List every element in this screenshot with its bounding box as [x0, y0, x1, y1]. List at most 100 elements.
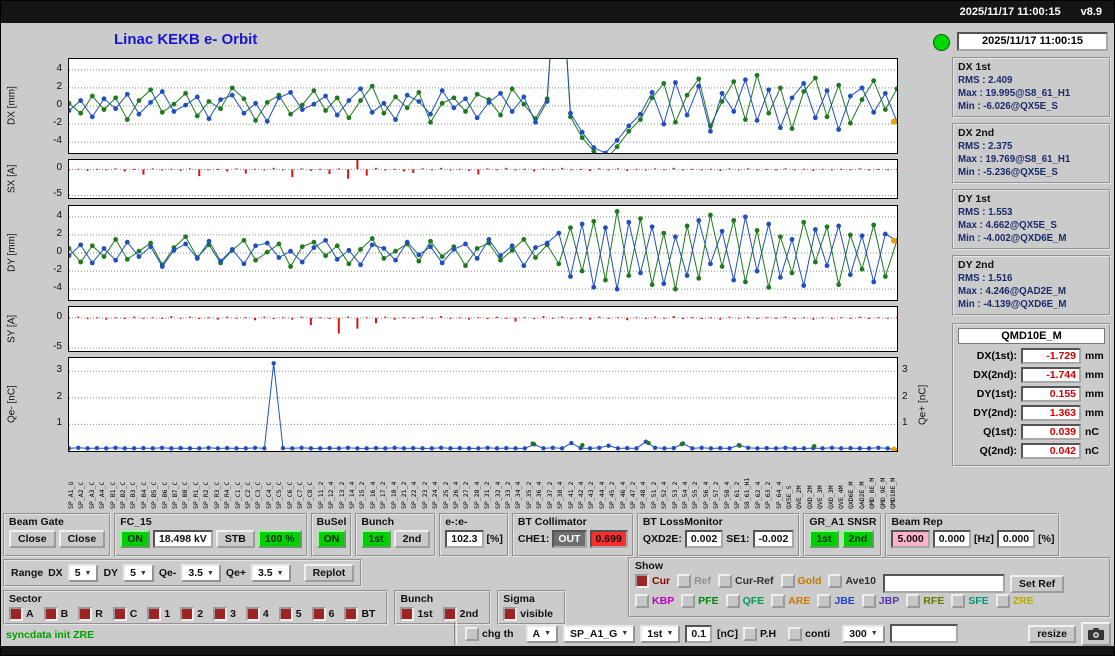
resize-button[interactable]: resize: [1028, 624, 1076, 643]
stat-min: Min : -6.026@QX5E_S: [958, 101, 1058, 112]
window-titlebar: 2025/11/17 11:00:15 v8.9: [1, 1, 1114, 23]
x-axis-tick-label: SP_27_2: [462, 481, 471, 509]
monitor-row-unit: mm: [1085, 369, 1104, 381]
beam-gate-close-button-1[interactable]: Close: [9, 530, 56, 548]
range-dy-select[interactable]: 5 ▼: [123, 564, 154, 582]
x-axis-tick-label: SP_26_4: [452, 481, 461, 509]
checkbox-c[interactable]: C: [112, 607, 137, 621]
beam-rep-set-value: 5.000: [891, 530, 930, 548]
range-dx-label: DX: [48, 567, 63, 579]
checkbox-visible[interactable]: visible: [503, 607, 553, 621]
checkbox-label: 1st: [417, 608, 433, 620]
checkbox-label: 5: [295, 608, 302, 620]
x-axis-tick-label: S8_61_H1: [743, 477, 752, 509]
free-text-input[interactable]: [889, 624, 958, 643]
checkbox-are[interactable]: ARE: [771, 594, 810, 608]
window-bottom-bar: [1, 646, 1114, 655]
checkbox-a[interactable]: A: [9, 607, 34, 621]
stat-max: Max : 19.769@S8_61_H1: [958, 154, 1071, 165]
x-axis-tick-label: SP_C6_C: [285, 481, 294, 509]
checkbox-conti[interactable]: conti: [788, 626, 830, 641]
checkbox-ref[interactable]: Ref: [677, 574, 711, 588]
monitor-select[interactable]: SP_A1_G ▼: [563, 624, 636, 643]
busel-title: BuSel: [316, 516, 347, 528]
bunch-1st-indicator[interactable]: 1st: [361, 530, 391, 548]
checkbox-3[interactable]: 3: [213, 607, 236, 621]
range-qep-select[interactable]: 3.5 ▼: [251, 564, 291, 582]
busel-group: BuSel ON: [310, 513, 353, 557]
beam-status-indicator: [933, 34, 950, 51]
busel-on-indicator: ON: [316, 530, 347, 548]
checkbox-label: R: [95, 608, 103, 620]
monitor-row-value: 0.155: [1021, 386, 1081, 402]
bunch-title: Bunch: [361, 516, 395, 528]
checkbox-cur[interactable]: Cur: [635, 574, 670, 588]
checkbox-jbp[interactable]: JBP: [861, 594, 900, 608]
ee-ratio-group: e-:e- 102.3 [%]: [439, 513, 509, 557]
sector-title: Sector: [9, 593, 42, 605]
checkbox-6[interactable]: 6: [311, 607, 334, 621]
checkbox-box: [112, 607, 127, 621]
stat-max: Max : 19.995@S8_61_H1: [958, 88, 1071, 99]
x-axis-tick-label: SP_C4_C: [264, 481, 273, 509]
checkbox-label: B: [60, 608, 69, 620]
monitor-row-label: Q(2nd):: [979, 445, 1017, 457]
fc15-stb-button[interactable]: STB: [215, 530, 255, 548]
range-dx-select[interactable]: 5 ▼: [67, 564, 99, 582]
checkbox-1st[interactable]: 1st: [400, 607, 433, 621]
checkbox-r[interactable]: R: [78, 607, 103, 621]
checkbox-2[interactable]: 2: [180, 607, 203, 621]
checkbox-kbp[interactable]: KBP: [635, 594, 674, 608]
x-axis-labels: SP_A1_G SP_A2_C SP_A3_C SP_A4_C SP_B1_C SP_B2…: [68, 454, 898, 509]
checkbox-5[interactable]: 5: [278, 607, 302, 621]
checkbox-4[interactable]: 4: [245, 607, 269, 621]
checkbox-cur-ref[interactable]: Cur-Ref: [718, 574, 774, 588]
checkbox-sfe[interactable]: SFE: [951, 594, 989, 608]
checkbox-rfe[interactable]: RFE: [906, 594, 944, 608]
bunch-select[interactable]: 1st ▼: [640, 624, 681, 643]
checkbox-box: [635, 594, 649, 608]
checkbox-ph[interactable]: P.H: [742, 626, 776, 641]
plot-row-dx: DX [mm] 4 2 0 -2 -4: [1, 58, 951, 154]
checkbox-1[interactable]: 1: [147, 607, 170, 621]
checkbox-chg-th[interactable]: chg th: [465, 626, 514, 641]
range-qem-select[interactable]: 3.5 ▼: [181, 564, 221, 582]
stat-rms: RMS : 1.553: [958, 207, 1013, 218]
qe-plus-axis-label: Qe+ [nC]: [917, 384, 929, 425]
points-select[interactable]: 300 ▼: [842, 624, 885, 643]
beam-gate-close-button-2[interactable]: Close: [58, 530, 106, 548]
x-axis-tick-label: SP_25_2: [441, 481, 450, 509]
checkbox-label: Cur: [652, 575, 671, 587]
checkbox-ave10[interactable]: Ave10: [828, 574, 876, 588]
x-axis-tick-label: SP_C5_C: [275, 481, 284, 509]
checkbox-zre[interactable]: ZRE: [995, 594, 1034, 608]
beam-rep-value-2: 0.000: [932, 530, 971, 548]
checkbox-label: Ave10: [845, 575, 876, 587]
x-axis-tick-label: SP_14_4: [347, 481, 356, 509]
stat-group-title: DX 1st: [958, 61, 991, 73]
checkbox-bt[interactable]: BT: [344, 607, 375, 621]
checkbox-label: A: [26, 608, 34, 620]
range-dx-value: 5: [74, 567, 81, 579]
replot-button[interactable]: Replot: [303, 564, 355, 582]
checkbox-gold[interactable]: Gold: [780, 574, 821, 588]
checkbox-label: JBP: [878, 595, 900, 607]
mode-select[interactable]: A ▼: [525, 624, 559, 643]
checkbox-pfe[interactable]: PFE: [681, 594, 719, 608]
checkbox-b[interactable]: B: [43, 607, 69, 621]
set-ref-button[interactable]: Set Ref: [1010, 574, 1065, 593]
x-axis-tick-label: SP_13_2: [337, 481, 346, 509]
stat-rms: RMS : 2.409: [958, 75, 1013, 86]
checkbox-label: 2nd: [459, 608, 479, 620]
checkbox-jbe[interactable]: JBE: [817, 594, 855, 608]
bunch-2nd-button[interactable]: 2nd: [393, 530, 431, 548]
screenshot-button[interactable]: [1081, 621, 1111, 646]
ref-file-input[interactable]: [883, 574, 1005, 593]
stat-rms: RMS : 1.516: [958, 273, 1013, 284]
checkbox-2nd[interactable]: 2nd: [442, 607, 479, 621]
x-axis-tick-label: SP_61_2: [733, 481, 741, 509]
status-message: syncdata init ZRE: [6, 629, 95, 641]
checkbox-qfe[interactable]: QFE: [725, 594, 764, 608]
